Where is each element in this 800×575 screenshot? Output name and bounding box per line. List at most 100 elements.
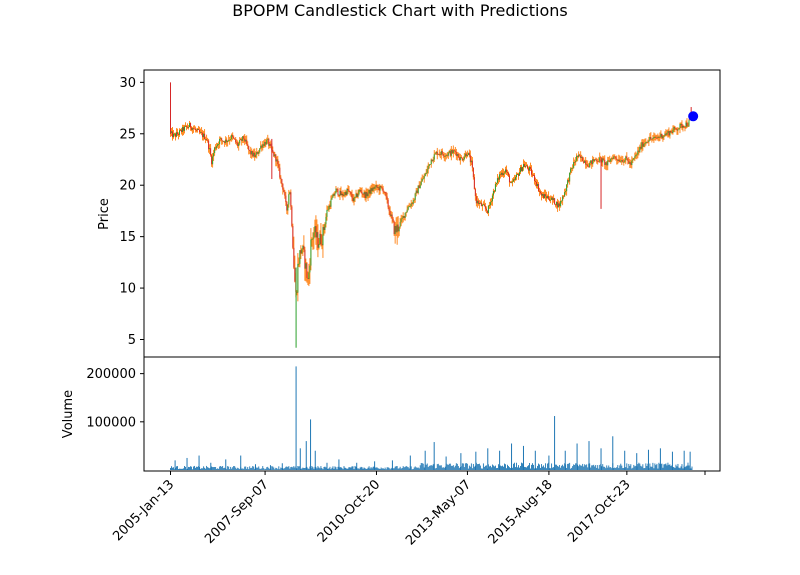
candle-body <box>632 159 634 161</box>
candle-body <box>212 156 214 165</box>
candle-body <box>275 154 277 162</box>
volume-bar <box>629 465 631 470</box>
candle-body <box>420 181 422 185</box>
candle-body <box>666 132 668 135</box>
volume-bar <box>501 465 503 470</box>
candle-body <box>583 161 585 163</box>
volume-bar <box>489 465 491 470</box>
volume-bar <box>176 466 177 470</box>
volume-bar <box>521 462 522 470</box>
volume-bar <box>653 468 655 470</box>
volume-bar <box>639 463 641 470</box>
volume-bar <box>510 468 511 470</box>
candle-body <box>184 126 186 131</box>
candle-body <box>480 202 482 207</box>
candle-body <box>481 204 483 207</box>
candle-body <box>618 159 620 161</box>
candle-body <box>409 206 411 207</box>
volume-bar <box>407 467 409 470</box>
volume-bar <box>453 467 455 470</box>
candle-body <box>682 125 684 128</box>
candle-body <box>530 167 532 169</box>
volume-bar <box>236 468 238 470</box>
volume-bar <box>690 468 692 470</box>
volume-bar <box>413 467 415 470</box>
candle-body <box>496 178 498 183</box>
candle-body <box>436 151 438 155</box>
candle-body <box>653 136 655 139</box>
volume-bar <box>408 468 410 470</box>
candle-body <box>556 201 558 206</box>
volume-bar <box>319 468 321 470</box>
candle-body <box>198 128 200 130</box>
volume-bar <box>428 465 430 470</box>
volume-bar <box>188 466 190 470</box>
volume-bar <box>634 466 636 470</box>
volume-bar <box>333 468 335 470</box>
candle-body <box>371 188 373 191</box>
candle-body <box>173 133 175 138</box>
candle-body <box>573 162 575 168</box>
volume-bar <box>417 467 419 470</box>
volume-bar <box>330 469 332 470</box>
candle-body <box>253 152 255 157</box>
volume-bar <box>384 467 386 470</box>
volume-bar <box>615 468 617 470</box>
volume-bar <box>403 467 405 470</box>
volume-bar <box>455 463 457 470</box>
candle-body <box>398 226 400 232</box>
volume-bar <box>646 465 648 470</box>
price-y-ticks: 5 10 15 20 25 30 <box>119 76 144 348</box>
candle-body <box>287 204 289 211</box>
volume-bar <box>585 465 587 470</box>
candle-body <box>177 132 179 135</box>
volume-bar <box>566 467 568 470</box>
candle-body <box>579 154 581 156</box>
volume-bar <box>304 467 306 470</box>
volume-bar <box>415 467 417 470</box>
candle-body <box>280 177 282 180</box>
volume-bar <box>370 467 372 470</box>
price-y-tick-label: 25 <box>119 127 136 142</box>
candle-body <box>445 154 447 156</box>
candle-body <box>262 144 264 148</box>
candle-body <box>462 159 464 161</box>
candle-body <box>555 204 557 206</box>
candle-body <box>575 160 577 163</box>
volume-bar <box>357 468 359 470</box>
volume-bar <box>606 465 608 470</box>
volume-bar <box>508 466 509 470</box>
volume-bar <box>346 468 348 470</box>
volume-bar <box>438 465 440 470</box>
candle-body <box>231 134 233 140</box>
candle-body <box>596 159 598 162</box>
candle-body <box>619 159 621 162</box>
volume-bar <box>177 466 178 470</box>
candle-body <box>364 192 366 199</box>
candle-body <box>564 192 566 197</box>
candle-body <box>506 171 508 173</box>
volume-bar <box>374 461 376 470</box>
volume-bar <box>458 468 460 470</box>
volume-bar <box>689 451 691 470</box>
candle-body <box>558 203 560 208</box>
candle-body <box>355 193 357 197</box>
candle-body <box>665 133 667 135</box>
candle-body <box>599 157 601 162</box>
candle-body <box>406 209 408 213</box>
candle-body <box>655 136 657 138</box>
volume-bar <box>315 466 317 470</box>
volume-bar <box>666 465 668 470</box>
candle-body <box>494 184 496 192</box>
volume-bar <box>668 464 670 470</box>
volume-bar <box>537 465 539 470</box>
volume-bar <box>339 467 341 470</box>
candle-body <box>505 169 507 172</box>
volume-bar <box>278 466 280 470</box>
candle-body <box>608 160 610 162</box>
candle-body <box>174 133 176 135</box>
volume-bar <box>318 467 320 470</box>
candle-body <box>266 139 268 145</box>
candle-body <box>290 192 292 207</box>
candle-body <box>431 159 433 162</box>
